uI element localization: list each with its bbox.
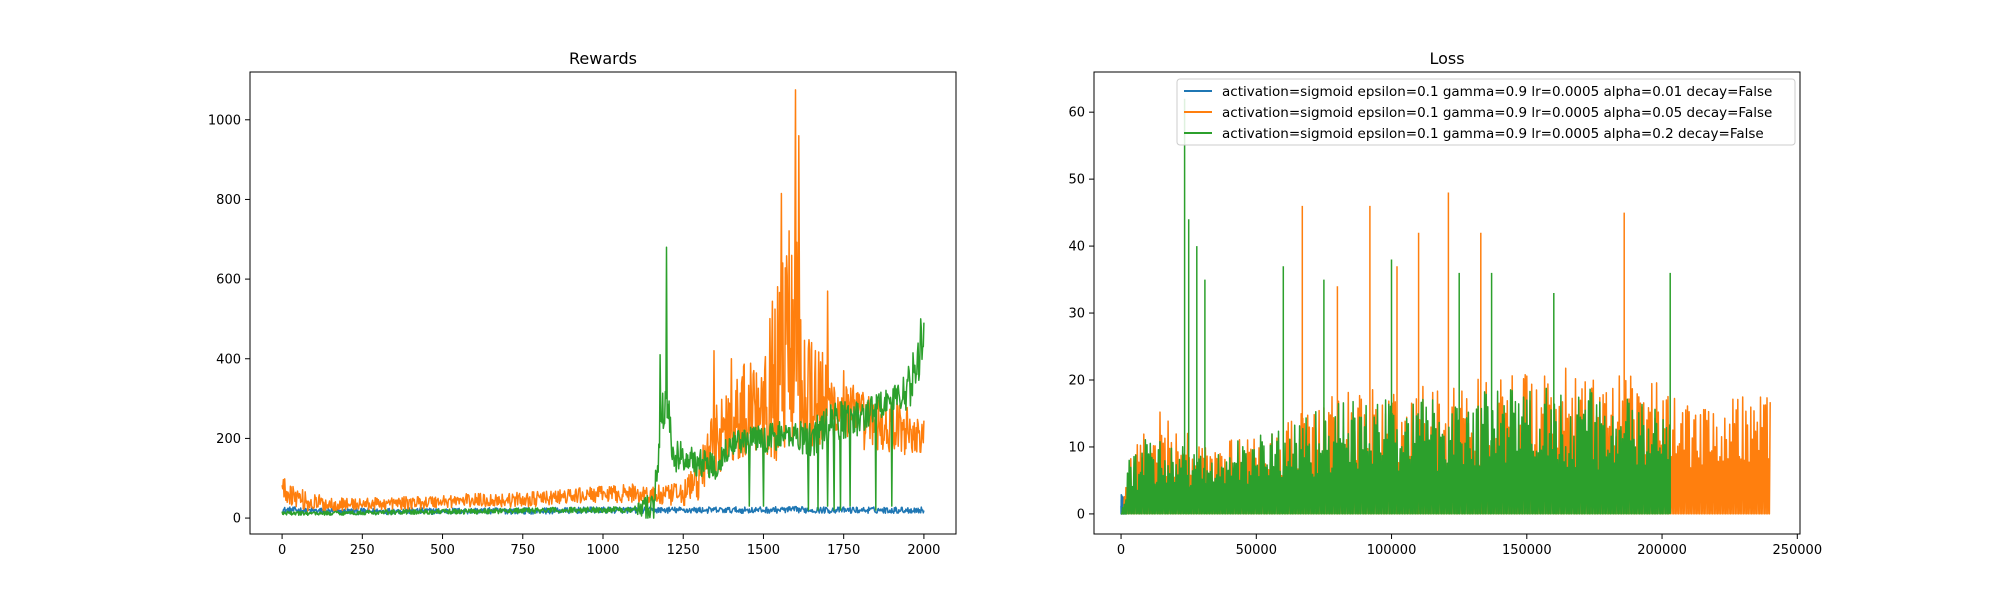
series-group xyxy=(1120,98,1771,515)
y-tick-label: 20 xyxy=(1068,374,1085,389)
x-tick-label: 250 xyxy=(350,543,375,558)
legend: activation=sigmoid epsilon=0.1 gamma=0.9… xyxy=(1176,78,1796,146)
x-tick-label: 1750 xyxy=(827,543,860,558)
series-line xyxy=(1121,192,1771,515)
legend-label: activation=sigmoid epsilon=0.1 gamma=0.9… xyxy=(1222,105,1772,121)
x-tick-label: 750 xyxy=(510,543,535,558)
x-tick-label: 200000 xyxy=(1637,543,1687,558)
chart-title: Rewards xyxy=(569,49,637,68)
x-tick-label: 500 xyxy=(430,543,455,558)
y-tick-label: 60 xyxy=(1068,106,1085,121)
legend-label: activation=sigmoid epsilon=0.1 gamma=0.9… xyxy=(1222,126,1764,142)
rewards-chart: Rewards 0 250 500 750 1000 1250 1500 1750 2000 0 2… xyxy=(208,49,957,558)
plot-frame xyxy=(1093,71,1801,535)
y-tick-label: 10 xyxy=(1068,440,1085,455)
x-tick-label: 1250 xyxy=(667,543,700,558)
x-tick-label: 1000 xyxy=(586,543,619,558)
x-tick-label: 100000 xyxy=(1367,543,1417,558)
x-tick-label: 0 xyxy=(278,543,286,558)
plot-frame xyxy=(249,71,957,535)
series-line xyxy=(1121,98,1671,515)
y-tick-label: 400 xyxy=(216,352,241,367)
series-group xyxy=(281,89,925,519)
x-tick-label: 50000 xyxy=(1236,543,1277,558)
legend-label: activation=sigmoid epsilon=0.1 gamma=0.9… xyxy=(1222,84,1772,100)
y-tick-label: 50 xyxy=(1068,173,1085,188)
y-tick-label: 0 xyxy=(233,512,241,527)
legend-box xyxy=(1176,78,1796,146)
axes: 0 250 500 750 1000 1250 1500 1750 2000 0 200 400 600… xyxy=(208,113,941,558)
y-tick-label: 1000 xyxy=(208,113,241,128)
y-tick-label: 200 xyxy=(216,432,241,447)
x-tick-label: 1500 xyxy=(747,543,780,558)
x-tick-label: 2000 xyxy=(907,543,940,558)
chart-title: Loss xyxy=(1429,49,1464,68)
y-tick-label: 30 xyxy=(1068,307,1085,322)
loss-chart: Loss 0 50000 100000 150000 200000 250000 0 10 20… xyxy=(1068,49,1822,558)
series-line xyxy=(281,246,925,519)
y-tick-label: 800 xyxy=(216,193,241,208)
y-tick-label: 40 xyxy=(1068,240,1085,255)
y-tick-label: 600 xyxy=(216,273,241,288)
x-tick-label: 150000 xyxy=(1502,543,1552,558)
axes: 0 50000 100000 150000 200000 250000 0 10 20 30 40 5… xyxy=(1068,106,1822,558)
y-tick-label: 0 xyxy=(1077,507,1085,522)
x-tick-label: 0 xyxy=(1117,543,1125,558)
x-tick-label: 250000 xyxy=(1772,543,1822,558)
